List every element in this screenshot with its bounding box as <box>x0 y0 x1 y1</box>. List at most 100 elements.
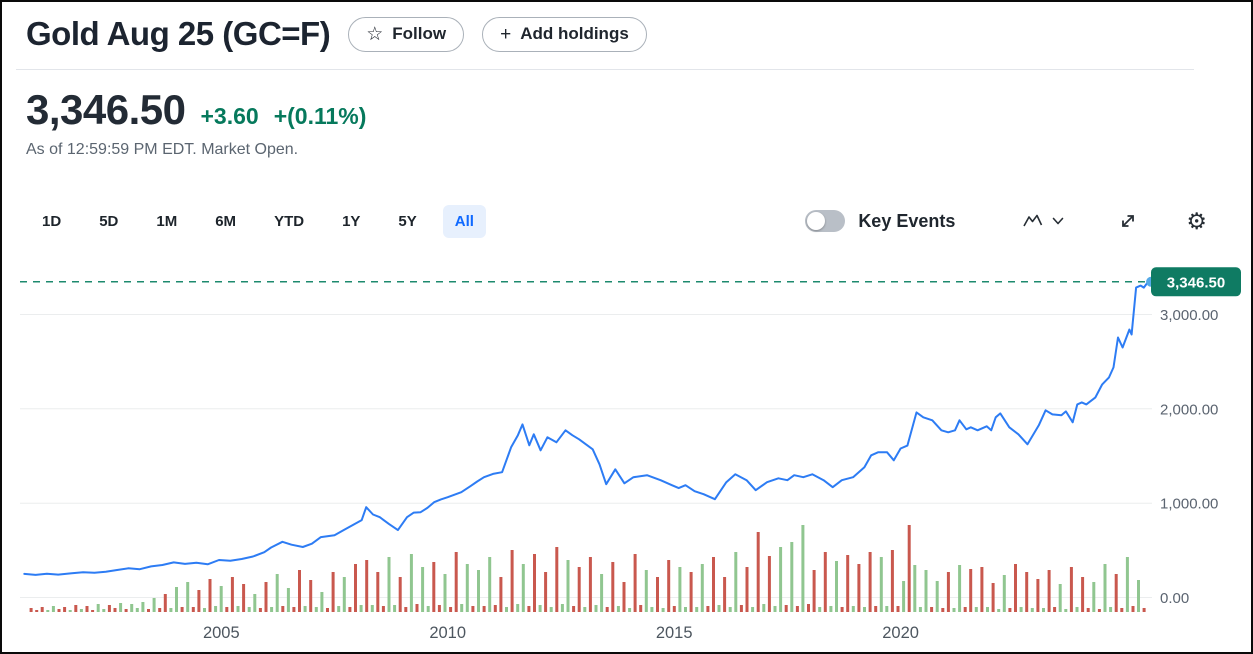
volume-bar <box>236 606 240 612</box>
range-tab-1d[interactable]: 1D <box>30 205 73 238</box>
volume-bar <box>253 594 257 612</box>
volume-bar <box>314 607 318 612</box>
volume-bar <box>516 604 520 612</box>
chart-toolbar: 1D 5D 1M 6M YTD 1Y 5Y All Key Events <box>2 202 1251 240</box>
y-axis-label: 3,000.00 <box>1160 307 1218 324</box>
price-chart-svg[interactable]: 3,000.00 2,000.00 1,000.00 0.00 3,346.50 2005… <box>2 250 1251 652</box>
fullscreen-button[interactable] <box>1118 211 1138 231</box>
follow-button[interactable]: ☆ Follow <box>348 16 465 52</box>
volume-bar <box>482 606 486 612</box>
volume-bar <box>577 567 581 612</box>
volume-bar <box>667 560 671 612</box>
volume-bar <box>706 606 710 612</box>
volume-bar <box>991 583 995 612</box>
volume-bar <box>823 552 827 612</box>
volume-bar <box>258 608 262 612</box>
volume-bar <box>896 606 900 612</box>
volume-bar <box>107 605 111 612</box>
range-tab-6m[interactable]: 6M <box>203 205 248 238</box>
volume-bar <box>544 572 548 612</box>
range-tab-all[interactable]: All <box>442 204 486 238</box>
volume-bar <box>147 609 150 612</box>
volume-bar <box>381 606 385 612</box>
volume-bar <box>68 610 72 612</box>
key-events-toggle[interactable] <box>805 210 846 232</box>
volume-bar <box>354 564 357 612</box>
key-events-control: Key Events <box>805 210 955 232</box>
volume-bar <box>644 570 648 612</box>
volume-bar <box>795 606 799 612</box>
volume-bar <box>119 603 123 612</box>
volume-bar <box>538 605 542 612</box>
page-title: Gold Aug 25 (GC=F) <box>26 15 331 52</box>
chart-type-button[interactable] <box>1023 213 1064 229</box>
volume-bar <box>885 606 889 612</box>
volume-bar <box>230 577 234 612</box>
volume-bar <box>521 564 525 612</box>
volume-bar <box>1086 608 1090 612</box>
volume-bar <box>415 604 419 612</box>
volume-bar <box>370 605 374 612</box>
range-tab-5d[interactable]: 5D <box>87 205 130 238</box>
volume-bar <box>247 607 251 612</box>
volume-bar <box>734 552 738 612</box>
volume-bar <box>409 554 413 612</box>
range-tab-5y[interactable]: 5Y <box>386 205 428 238</box>
volume-bar <box>616 606 620 612</box>
volume-bar <box>158 608 162 612</box>
chart-settings-button[interactable]: ⚙ <box>1186 209 1207 233</box>
volume-bar <box>113 608 117 612</box>
range-tab-ytd[interactable]: YTD <box>262 205 316 238</box>
volume-bar <box>421 567 425 612</box>
range-tab-1y[interactable]: 1Y <box>330 205 372 238</box>
volume-bar <box>51 606 55 612</box>
volume-bar <box>935 581 939 612</box>
volume-bar <box>628 608 632 612</box>
volume-bar <box>751 607 755 612</box>
volume-bar <box>488 557 492 612</box>
volume-bar <box>493 605 497 612</box>
volume-bar <box>907 525 911 612</box>
volume-bar <box>460 604 464 612</box>
quote-summary: 3,346.50 +3.60 +(0.11%) <box>26 86 366 134</box>
volume-bar <box>1058 584 1062 612</box>
price-change: +3.60 <box>200 103 259 129</box>
volume-bar <box>700 564 704 612</box>
volume-bar <box>863 607 866 612</box>
volume-bar <box>756 532 760 612</box>
volume-bar <box>1125 557 1129 612</box>
line-chart-icon <box>1023 214 1043 227</box>
range-tab-1m[interactable]: 1M <box>144 205 189 238</box>
volume-bar <box>689 572 693 612</box>
volume-bar <box>1042 608 1045 612</box>
header: Gold Aug 25 (GC=F) ☆ Follow + Add holdin… <box>26 15 647 53</box>
price-chart[interactable]: 3,000.00 2,000.00 1,000.00 0.00 3,346.50 2005… <box>2 250 1251 652</box>
volume-bar <box>163 594 167 612</box>
chevron-down-icon <box>1053 217 1064 225</box>
volume-bar <box>790 542 794 612</box>
volume-bar <box>1109 607 1113 612</box>
volume-bar <box>980 567 984 612</box>
volume-bar <box>141 602 145 612</box>
volume-bar <box>672 606 676 612</box>
add-holdings-label: Add holdings <box>520 24 629 43</box>
volume-bar <box>63 607 67 612</box>
volume-bar <box>398 577 402 612</box>
volume-bar <box>1103 564 1107 612</box>
volume-bar <box>974 607 978 612</box>
volume-bar <box>152 598 156 612</box>
add-holdings-button[interactable]: + Add holdings <box>482 16 647 52</box>
volume-bar <box>337 606 341 612</box>
volume-bar <box>471 606 475 612</box>
volume-bar <box>661 608 665 612</box>
volume-bar <box>963 607 967 612</box>
volume-bar <box>426 606 430 612</box>
volume-bar <box>1131 606 1135 612</box>
volume-bar <box>913 565 917 612</box>
volume-bar <box>902 581 906 612</box>
volume-bar <box>303 606 307 612</box>
volume-bar <box>779 547 783 612</box>
volume-bar <box>477 570 480 612</box>
volume-bar <box>717 605 721 612</box>
volume-bar <box>35 610 39 612</box>
